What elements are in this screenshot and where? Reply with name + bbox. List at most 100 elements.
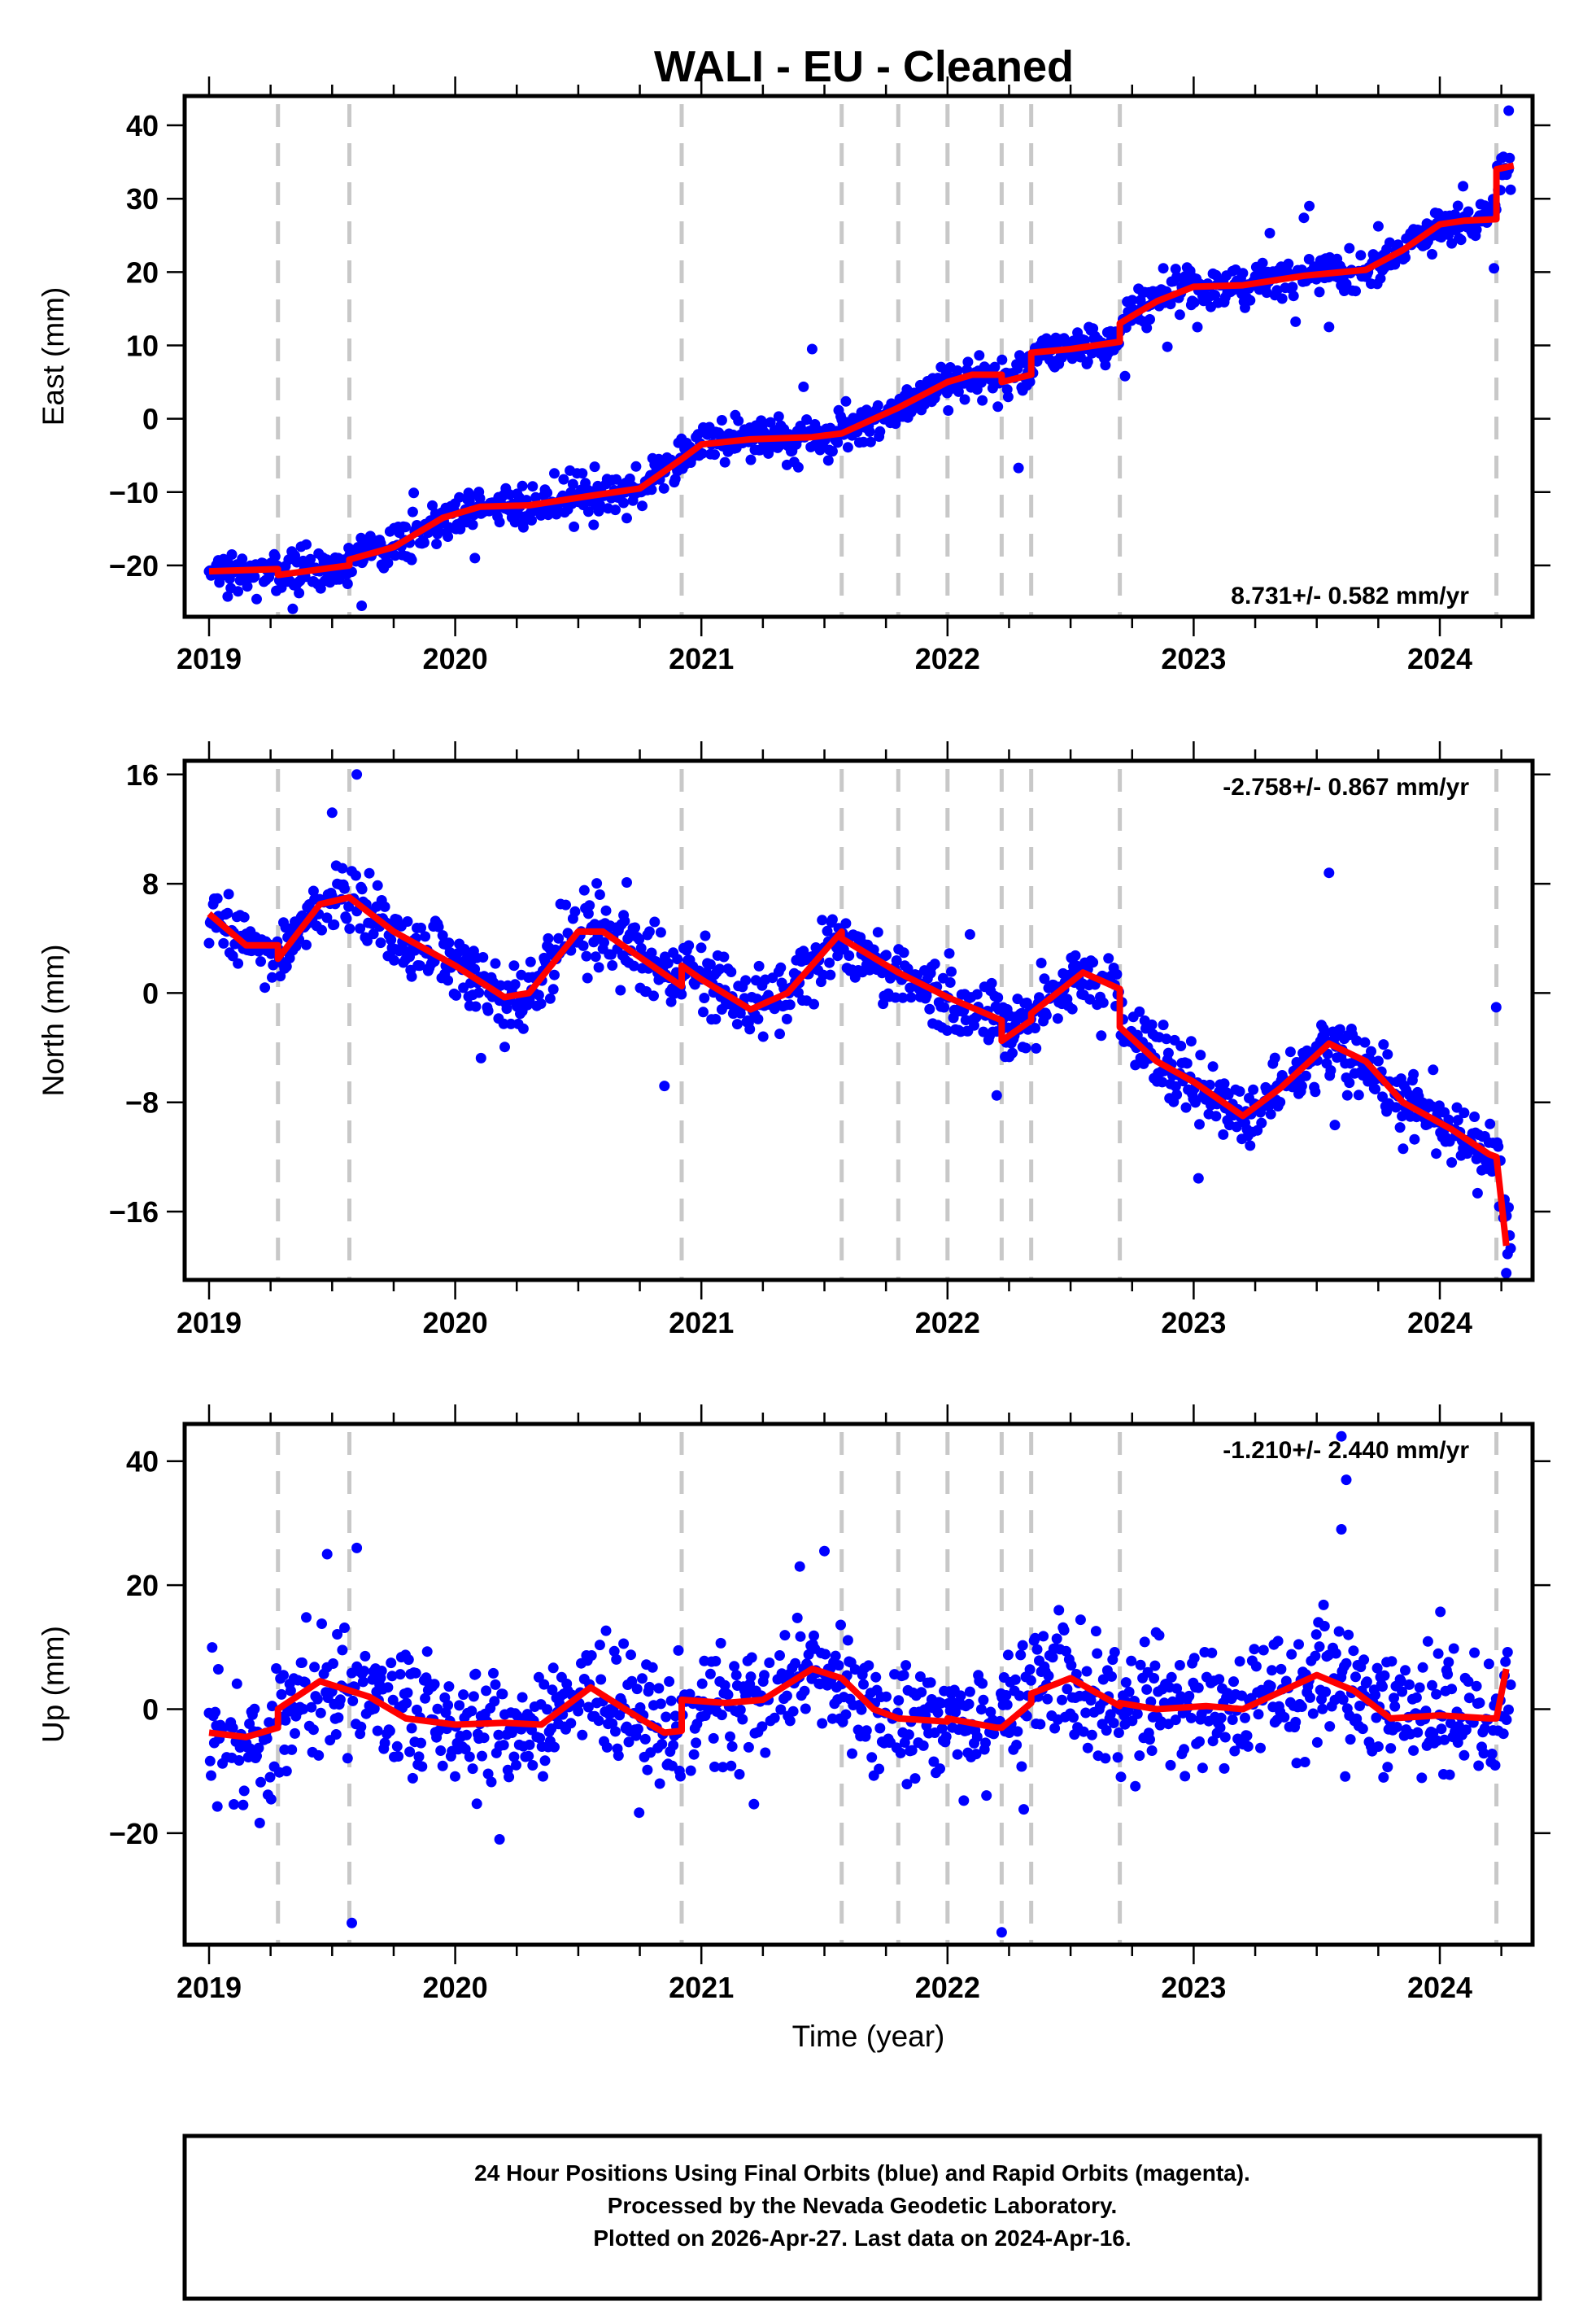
data-point — [470, 1668, 482, 1679]
data-point — [902, 963, 914, 974]
data-point — [267, 972, 277, 983]
data-point — [769, 1712, 780, 1723]
data-point — [271, 1663, 282, 1674]
data-point — [404, 1746, 416, 1758]
data-point — [1486, 1749, 1498, 1759]
x-tick-label: 2020 — [423, 1306, 488, 1339]
data-point — [928, 1756, 940, 1767]
y-tick-label: 0 — [142, 976, 159, 1010]
data-point — [1275, 1097, 1286, 1107]
data-point — [517, 480, 528, 491]
data-point — [301, 1612, 312, 1623]
data-point — [1283, 258, 1294, 269]
data-point — [610, 504, 621, 516]
data-point — [368, 928, 379, 940]
data-point — [526, 514, 537, 526]
data-point — [461, 1729, 472, 1740]
data-point — [1379, 1670, 1390, 1681]
north-model-line — [207, 893, 1510, 1247]
data-point — [946, 966, 957, 977]
data-point — [1389, 259, 1401, 270]
data-point — [418, 537, 430, 548]
data-point — [781, 1690, 792, 1701]
data-point — [1038, 1631, 1049, 1642]
outlier-point — [1489, 263, 1500, 274]
data-point — [1408, 1745, 1419, 1756]
data-point — [840, 918, 852, 929]
data-point — [1371, 1662, 1383, 1674]
data-point — [1370, 1689, 1381, 1701]
data-point — [1057, 1694, 1067, 1705]
x-tick-label: 2019 — [177, 642, 242, 675]
data-point — [826, 446, 838, 457]
data-point — [1248, 1084, 1259, 1095]
data-point — [1141, 322, 1153, 334]
data-point — [276, 1688, 287, 1700]
data-point — [790, 1657, 801, 1669]
data-point — [549, 1741, 560, 1753]
data-point — [454, 491, 465, 503]
data-point — [1293, 1639, 1304, 1650]
data-point — [1103, 953, 1114, 964]
data-point — [708, 1732, 719, 1744]
data-point — [547, 1662, 559, 1674]
data-point — [1016, 1761, 1027, 1772]
data-point — [632, 1723, 643, 1735]
data-point — [1414, 1682, 1425, 1693]
data-point — [1081, 1666, 1092, 1677]
data-point — [1422, 1636, 1433, 1647]
outlier-point — [351, 1542, 363, 1553]
data-point — [760, 1747, 771, 1758]
data-point — [1324, 1721, 1336, 1732]
data-point — [475, 1052, 486, 1063]
data-point — [959, 394, 970, 405]
data-point — [688, 1749, 700, 1760]
data-point — [623, 1736, 634, 1748]
data-point — [1478, 1748, 1489, 1759]
data-point — [1455, 234, 1467, 246]
data-point — [1473, 1760, 1485, 1771]
data-point — [1047, 1652, 1058, 1663]
data-point — [1390, 1102, 1402, 1113]
data-point — [471, 1798, 482, 1810]
data-point — [255, 956, 266, 967]
data-point — [407, 1772, 418, 1784]
data-point — [473, 987, 485, 998]
data-point — [1082, 1742, 1093, 1754]
data-point — [939, 1002, 950, 1013]
data-point — [608, 1645, 620, 1657]
data-point — [1009, 1674, 1021, 1685]
data-point — [909, 1773, 921, 1784]
data-point — [840, 1709, 852, 1720]
data-point — [1231, 1121, 1242, 1133]
data-point — [864, 426, 875, 437]
data-point — [1452, 200, 1463, 212]
data-point — [1428, 1064, 1439, 1076]
data-point — [1194, 1119, 1205, 1130]
data-point — [493, 1729, 504, 1740]
data-point — [1307, 1708, 1319, 1719]
data-point — [1471, 224, 1482, 235]
east-y-axis-label: East (mm) — [37, 287, 70, 426]
data-point — [1452, 1115, 1463, 1126]
data-point — [577, 1729, 588, 1740]
data-point — [753, 960, 765, 972]
east-points — [203, 105, 1516, 614]
data-point — [211, 1801, 223, 1812]
data-point — [646, 947, 657, 959]
outlier-point — [1501, 1268, 1512, 1279]
data-point — [222, 907, 233, 919]
data-point — [1007, 1047, 1018, 1059]
data-point — [1097, 1674, 1109, 1685]
outlier-point — [326, 807, 338, 819]
data-point — [1240, 302, 1250, 313]
data-point — [1228, 1676, 1239, 1688]
data-point — [211, 893, 223, 904]
data-point — [842, 1635, 853, 1646]
data-point — [1463, 1692, 1475, 1704]
data-point — [658, 483, 669, 494]
data-point — [307, 1724, 319, 1736]
data-point — [279, 1744, 290, 1755]
data-point — [874, 1763, 885, 1775]
data-point — [443, 1700, 454, 1711]
